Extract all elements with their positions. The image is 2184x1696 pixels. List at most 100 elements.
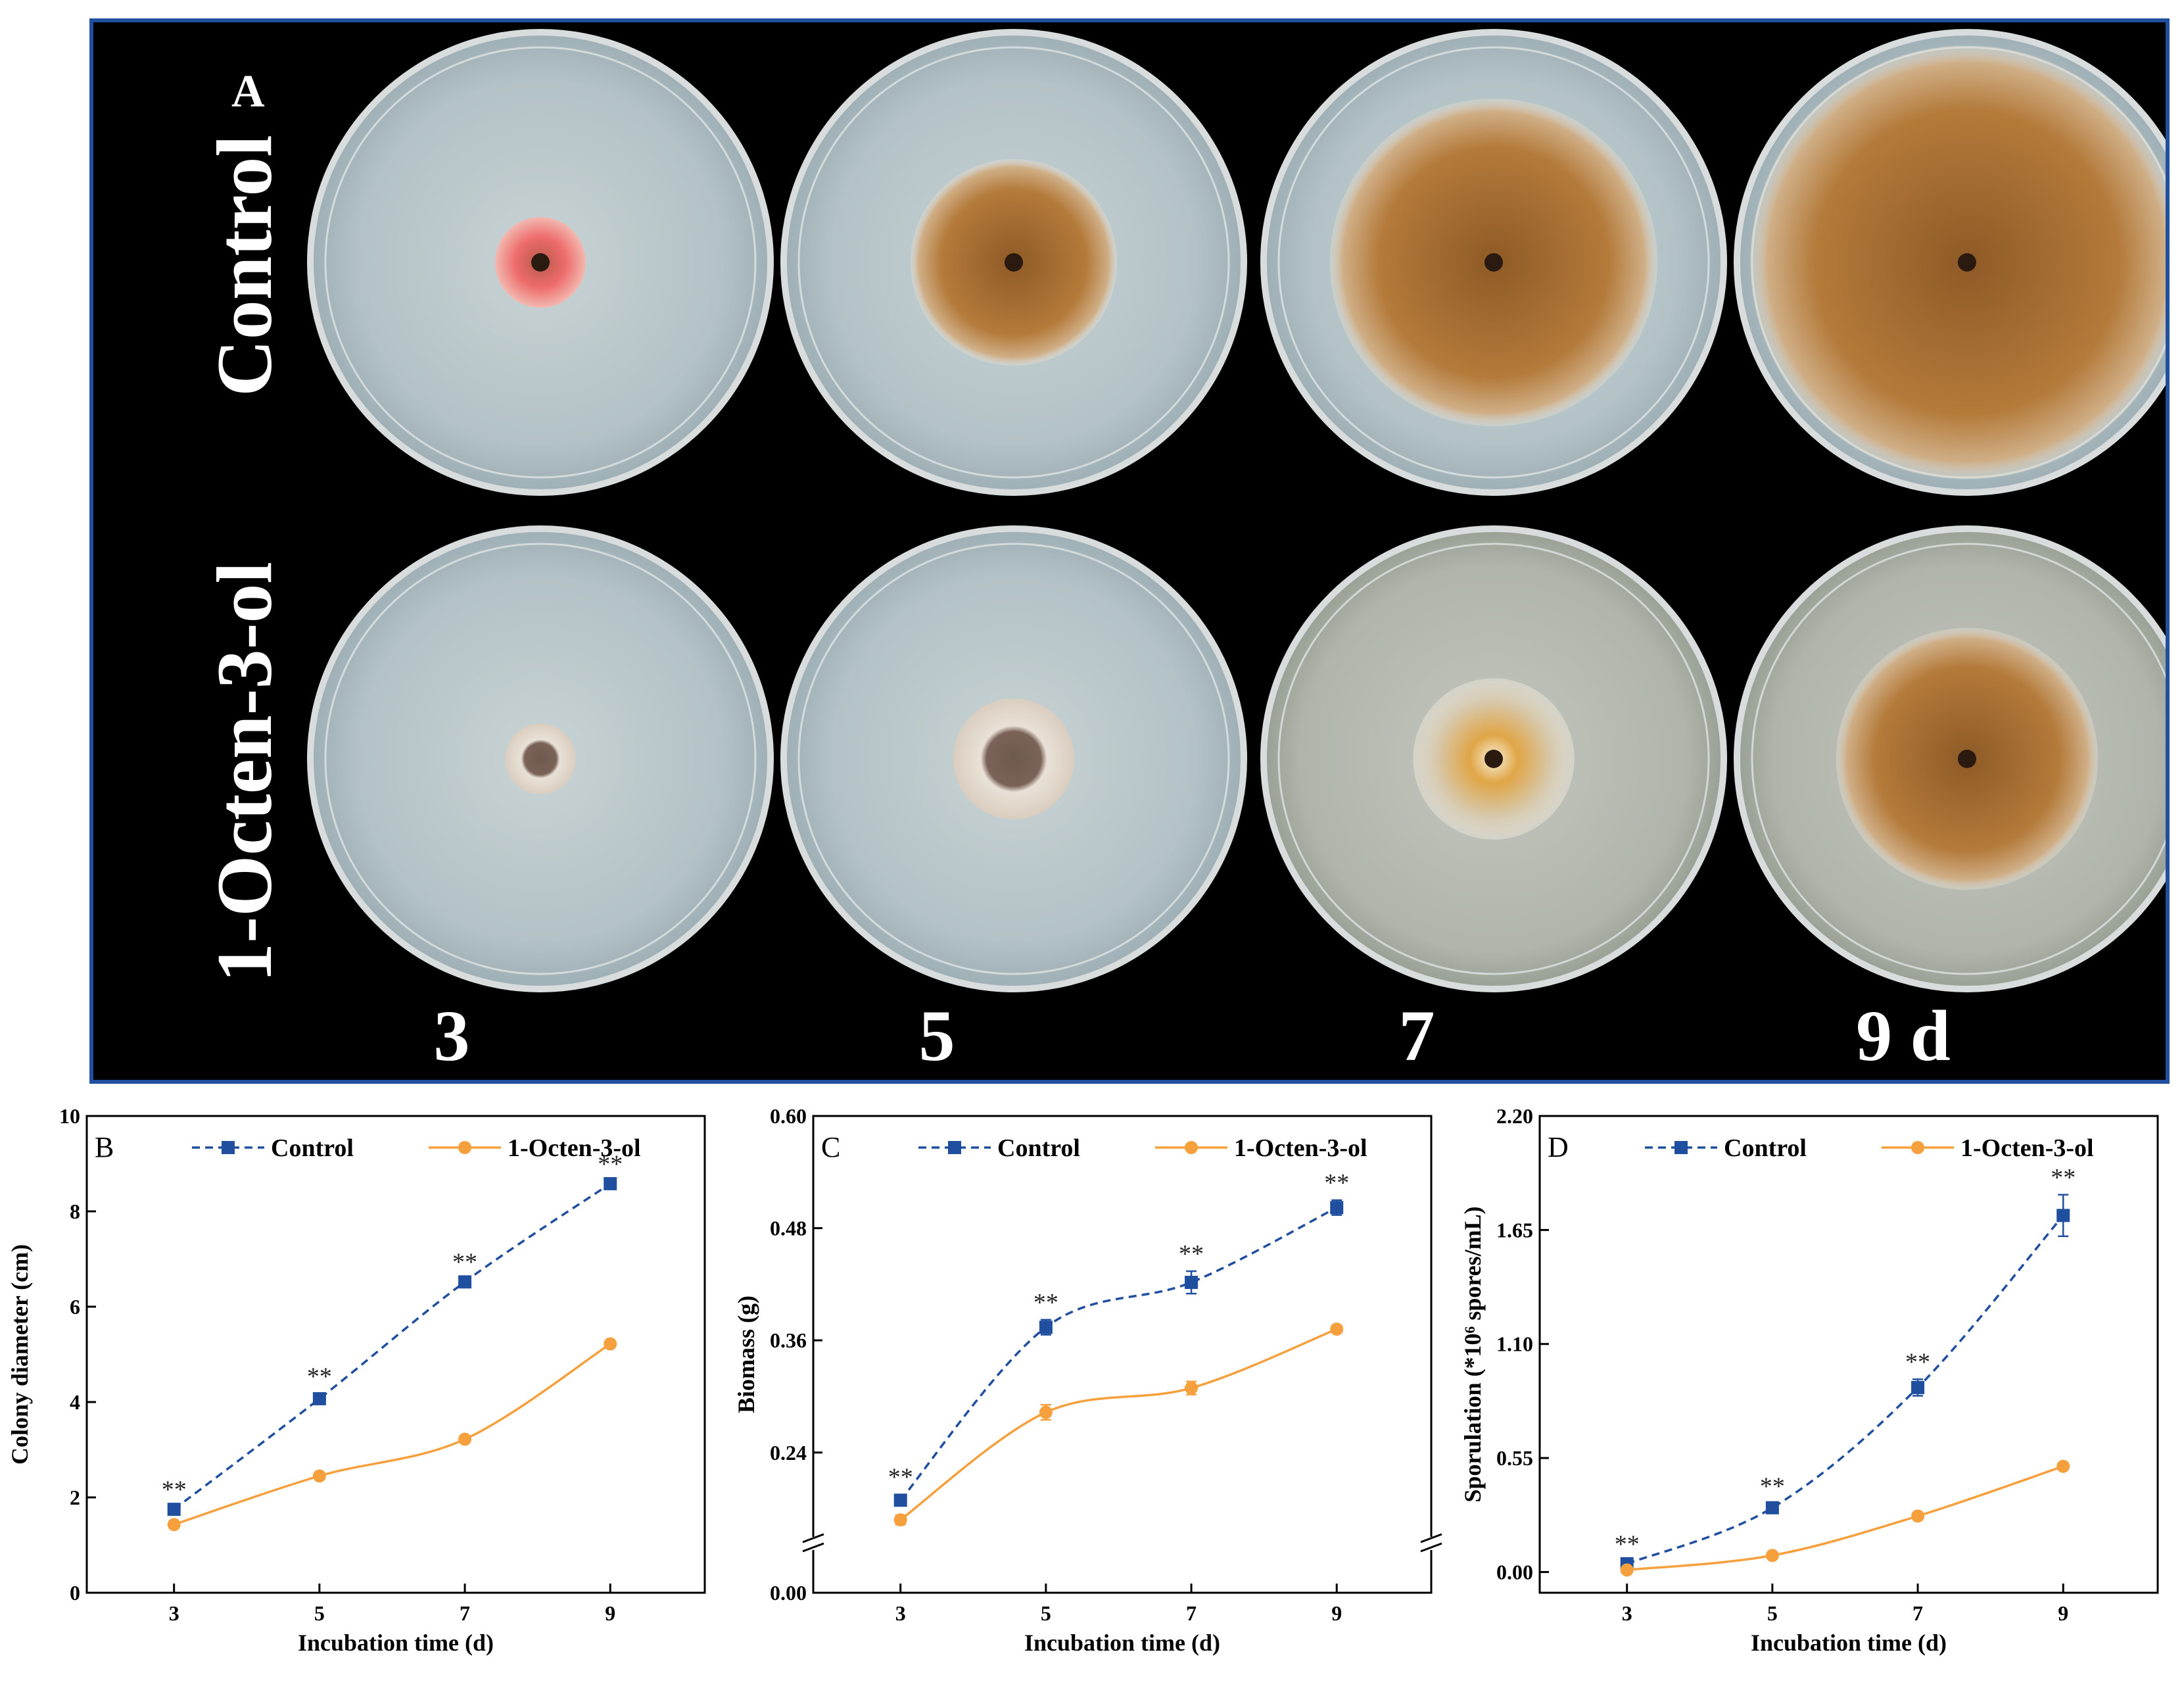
x-tick-label: 7 [1912,1601,1923,1625]
significance-annotation: ** [162,1476,187,1504]
series-line-1 [899,1328,1337,1521]
dish-inner-ring [797,46,1230,479]
legend: Control 1-Octen-3-ol [918,1134,1367,1162]
y-tick-label: 0.48 [770,1217,807,1240]
petri-dish-grid: A Control 1-Octen-3-ol 3 5 7 9 d [201,29,2166,1076]
x-tick-label: 7 [460,1601,470,1625]
day-label-5: 5 [919,996,955,1076]
significance-annotation: ** [1905,1348,1930,1376]
y-tick-label: 1.65 [1496,1218,1533,1242]
data-point-circle [1911,1509,1925,1523]
legend-marker-circle [1911,1141,1924,1154]
data-point-circle [893,1513,907,1527]
row-label-treated: 1-Octen-3-ol [201,562,288,982]
panel-letter: D [1548,1131,1569,1163]
data-point-circle [1620,1563,1634,1577]
legend-marker-circle [1185,1141,1198,1154]
data-point-square [2056,1209,2070,1223]
data-point-square [312,1392,326,1405]
significance-annotation: ** [598,1150,623,1178]
significance-annotation: ** [1179,1240,1204,1268]
x-tick-label: 9 [2058,1601,2068,1625]
y-tick-label: 1.10 [1496,1332,1533,1356]
y-tick-label: 4 [70,1390,80,1414]
data-point-circle [604,1337,617,1351]
x-axis-label: Incubation time (d) [1024,1630,1220,1656]
data-point-square [604,1176,617,1190]
significance-annotation: ** [1760,1472,1785,1500]
axis-break [802,1533,1442,1553]
data-point-square [1911,1380,1925,1394]
significance-annotation: ** [1324,1169,1349,1197]
x-tick-label: 7 [1186,1601,1197,1625]
dish-inner-ring [324,543,757,975]
inoculation-plug [531,253,550,272]
panel-letter: C [821,1131,840,1163]
chart-c-biomass: C 0.00 0.24 0.36 0.48 0.60 3 5 7 9 Incubation time… [733,1104,1442,1656]
x-tick-label: 5 [1767,1601,1778,1625]
petri-dish [1734,29,2166,496]
x-tick-label: 9 [605,1601,615,1625]
legend-label: 1-Octen-3-ol [1960,1134,2094,1162]
petri-dish [780,29,1247,496]
significance-annotation: ** [1033,1289,1058,1317]
inoculation-plug [1005,253,1023,272]
fungal-colony [953,698,1074,819]
legend-marker-square [948,1141,961,1154]
chart-b-colony-diameter: B 0 2 4 6 8 10 3 5 7 9 Incubation time (d) Colony di… [7,1104,706,1656]
series-line-1 [1626,1465,2064,1572]
chart-d-sporulation: D 0.00 0.55 1.10 1.65 2.20 3 5 7 9 Incubation time… [1460,1104,2159,1656]
petri-dish [1260,525,1727,992]
data-point-square [1039,1320,1053,1334]
panel-a-photo-grid: A Control 1-Octen-3-ol 3 5 7 9 d [89,18,2170,1084]
petri-dish [307,29,774,496]
dish-inner-ring [1751,543,2166,975]
y-axis-label: Colony diameter (cm) [7,1244,33,1465]
fungal-colony [505,723,576,794]
data-point-circle [1330,1322,1344,1336]
legend-marker-square [222,1141,235,1154]
data-point-circle [1765,1549,1779,1563]
legend-label: Control [1724,1134,1807,1162]
significance-annotation: ** [1615,1531,1640,1559]
dish-inner-ring [797,543,1230,975]
data-point-square [167,1503,181,1516]
data-point-square [1185,1276,1199,1290]
legend-label: 1-Octen-3-ol [508,1134,641,1162]
legend-label: Control [997,1134,1080,1162]
x-tick-label: 9 [1331,1601,1342,1625]
series-line-1 [174,1343,611,1526]
data-point-square [1765,1501,1779,1514]
dish-inner-ring [1277,46,1710,479]
y-tick-label: 2 [70,1486,80,1509]
legend-marker-circle [458,1141,471,1154]
significance-annotation: ** [888,1464,913,1491]
plot-frame [1538,1115,2159,1594]
panel-a-label: A [231,66,265,117]
data-point-circle [1039,1405,1053,1419]
data-point-circle [167,1518,181,1532]
day-label-9: 9 d [1856,996,1951,1076]
significance-annotation: ** [452,1249,477,1276]
data-point-square [893,1493,907,1507]
x-tick-label: 3 [1622,1601,1632,1625]
inoculation-plug [1958,253,1976,272]
legend-marker-square [1674,1141,1688,1154]
inoculation-plug [1958,750,1976,768]
legend-label: 1-Octen-3-ol [1234,1134,1367,1162]
y-tick-label: 8 [70,1199,80,1223]
plot-frame [85,1115,706,1594]
y-tick-label: 6 [70,1295,80,1319]
legend: Control 1-Octen-3-ol [1645,1134,2094,1162]
x-tick-label: 5 [1041,1601,1051,1625]
y-tick-label: 0 [70,1581,80,1605]
data-point-square [458,1275,472,1289]
row-label-control: Control [201,135,288,397]
x-tick-label: 3 [895,1601,906,1625]
y-tick-label: 0.60 [770,1104,807,1128]
petri-dish [1734,525,2166,992]
x-tick-label: 5 [314,1601,325,1625]
plot-frame [812,1115,1433,1594]
inoculation-plug [1484,750,1503,768]
y-axis-label: Biomass (g) [733,1296,759,1413]
